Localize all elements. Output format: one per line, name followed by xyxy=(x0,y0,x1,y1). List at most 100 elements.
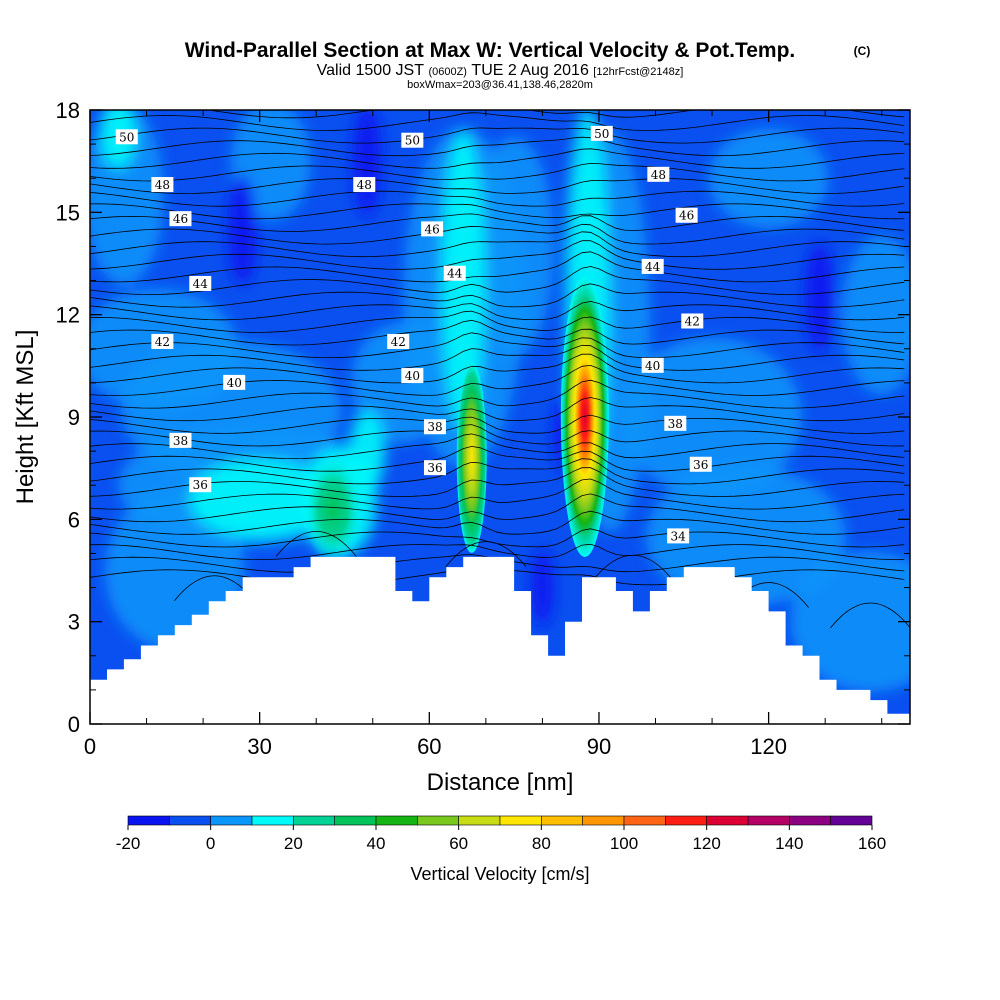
svg-text:46: 46 xyxy=(679,209,694,223)
colorbar-tick-label-1: 0 xyxy=(206,834,215,853)
cyan-updraft-area-0 xyxy=(189,458,330,539)
theta-contour-label-18: 46 xyxy=(675,207,698,223)
y-tick-label-4: 12 xyxy=(56,303,80,328)
colorbar-tick-label-2: 20 xyxy=(284,834,303,853)
colorbar-swatch-9 xyxy=(499,815,542,826)
colorbar-swatch-17 xyxy=(830,815,873,826)
low-level-contour-3 xyxy=(592,555,674,581)
svg-text:48: 48 xyxy=(155,178,170,192)
svg-text:50: 50 xyxy=(594,127,609,141)
theta-contour-line-29 xyxy=(90,203,905,220)
colorbar-tick-label-5: 80 xyxy=(532,834,551,853)
cyan-updraft-area-5 xyxy=(349,411,386,492)
theta-contour-line-34 xyxy=(90,136,905,157)
theta-contour-label-2: 46 xyxy=(169,211,192,227)
theta-contour-line-21 xyxy=(90,300,905,321)
theta-contour-line-16 xyxy=(90,353,905,384)
y-axis-title: Height [Kft MSL] xyxy=(12,330,39,505)
colorbar-tick-label-3: 40 xyxy=(367,834,386,853)
svg-text:42: 42 xyxy=(685,314,700,328)
theta-contour-label-11: 44 xyxy=(443,265,466,281)
light-updraft-area-14 xyxy=(841,234,910,395)
svg-text:44: 44 xyxy=(193,277,209,291)
svg-text:50: 50 xyxy=(405,134,420,148)
theta-contour-line-4 xyxy=(90,510,905,535)
theta-contour-label-9: 48 xyxy=(353,177,376,193)
colorbar-tick-label-8: 140 xyxy=(775,834,803,853)
theta-contour-label-5: 40 xyxy=(223,374,246,390)
colorbar-swatch-6 xyxy=(375,815,418,826)
theta-contour-label-12: 42 xyxy=(387,333,410,349)
svg-text:40: 40 xyxy=(645,359,660,373)
theta-contour-label-8: 50 xyxy=(401,132,424,148)
theta-contour-line-32 xyxy=(90,162,905,182)
theta-contour-label-0: 50 xyxy=(115,129,138,145)
theta-contour-line-12 xyxy=(90,414,905,434)
theta-contour-line-23 xyxy=(90,266,905,295)
colorbar-swatch-11 xyxy=(582,815,625,826)
colorbar-swatch-8 xyxy=(458,815,501,826)
svg-text:48: 48 xyxy=(357,178,372,192)
valid-fcst: [12hrFcst@2148z] xyxy=(593,66,683,78)
theta-contour-line-10 xyxy=(90,433,905,460)
downdraft-core-2 xyxy=(805,242,834,353)
theta-contour-label-4: 42 xyxy=(151,333,174,349)
colorbar-tick-label-4: 60 xyxy=(449,834,468,853)
svg-text:36: 36 xyxy=(693,458,708,472)
light-updraft-area-11 xyxy=(708,128,829,229)
theta-contour-line-37 xyxy=(205,110,905,119)
colorbar-swatch-16 xyxy=(789,815,831,826)
valid-time-subtitle: Valid 1500 JST (0600Z) TUE 2 Aug 2016 [1… xyxy=(317,62,684,79)
svg-text:36: 36 xyxy=(427,461,442,475)
colorbar-swatch-10 xyxy=(541,815,583,826)
valid-date: TUE 2 Aug 2016 xyxy=(471,62,589,79)
low-level-contour-2 xyxy=(445,541,527,567)
theta-contour-label-24: 34 xyxy=(667,528,690,544)
downdraft-core-3 xyxy=(531,549,554,626)
updraft-core-1 xyxy=(456,362,487,553)
svg-text:42: 42 xyxy=(391,335,406,349)
colorbar-tick-label-7: 120 xyxy=(692,834,720,853)
theta-contour-line-17 xyxy=(90,344,905,371)
theta-contour-line-13 xyxy=(90,397,905,422)
colorbar-swatch-4 xyxy=(293,815,335,826)
theta-contour-label-10: 46 xyxy=(421,221,444,237)
y-tick-label-6: 18 xyxy=(56,98,80,123)
colorbar-tick-label-6: 100 xyxy=(610,834,638,853)
theta-contour-line-33 xyxy=(90,148,905,169)
svg-text:46: 46 xyxy=(173,212,188,226)
svg-text:34: 34 xyxy=(670,529,686,543)
x-tick-label-3: 90 xyxy=(587,734,611,759)
svg-text:38: 38 xyxy=(173,434,188,448)
theta-contour-label-6: 38 xyxy=(169,432,192,448)
updraft-core-0 xyxy=(560,277,609,557)
valid-prefix: Valid 1500 JST xyxy=(317,62,425,79)
theta-contour-line-7 xyxy=(90,467,905,497)
y-tick-label-1: 3 xyxy=(68,610,80,635)
colorbar-swatch-3 xyxy=(251,815,294,826)
theta-contour-label-23: 36 xyxy=(689,456,712,472)
theta-contour-label-13: 40 xyxy=(401,368,424,384)
svg-text:38: 38 xyxy=(427,420,442,434)
chart-title: Wind-Parallel Section at Max W: Vertical… xyxy=(185,39,796,62)
svg-text:38: 38 xyxy=(668,417,683,431)
colorbar-swatch-13 xyxy=(665,815,707,826)
colorbar-swatch-0 xyxy=(127,815,170,826)
light-updraft-area-8 xyxy=(790,551,910,692)
theta-contour-line-24 xyxy=(90,251,905,283)
colorbar-swatch-5 xyxy=(334,815,377,826)
low-level-contour-1 xyxy=(275,531,357,557)
theta-contour-label-3: 44 xyxy=(189,275,212,291)
theta-contour-line-9 xyxy=(90,445,905,472)
y-tick-label-2: 6 xyxy=(68,507,80,532)
svg-text:42: 42 xyxy=(155,335,170,349)
theta-contour-label-17: 48 xyxy=(647,166,670,182)
svg-text:40: 40 xyxy=(227,376,242,390)
colorbar-swatch-15 xyxy=(747,815,790,826)
light-updraft-area-6 xyxy=(622,337,803,497)
x-tick-label-0: 0 xyxy=(84,734,96,759)
theta-contour-line-11 xyxy=(90,424,905,447)
colorbar-tick-label-0: -20 xyxy=(116,834,141,853)
copyright-mark: (C) xyxy=(854,44,871,58)
